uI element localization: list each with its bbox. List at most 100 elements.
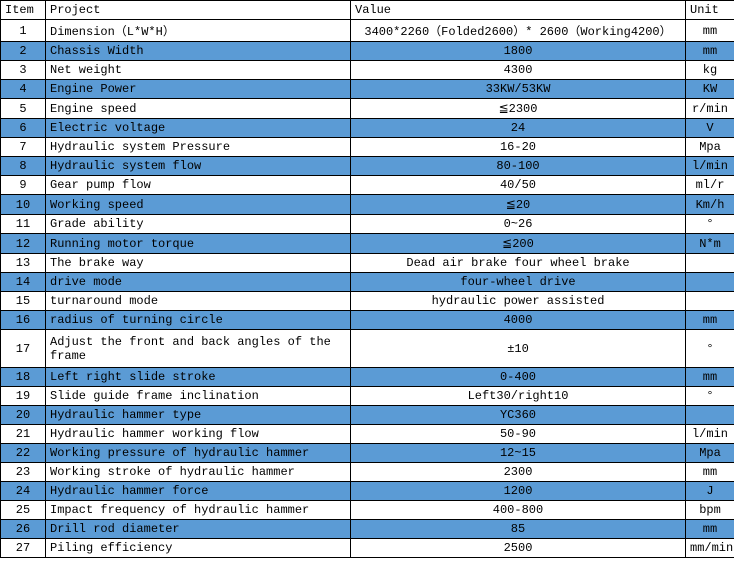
cell-value: 40/50	[351, 176, 686, 195]
cell-project: Drill rod diameter	[46, 520, 351, 539]
table-row: 14drive modefour-wheel drive	[1, 273, 734, 292]
cell-value: 16-20	[351, 138, 686, 157]
table-row: 17Adjust the front and back angles of th…	[1, 330, 734, 368]
cell-value: 2500	[351, 539, 686, 558]
cell-item: 22	[1, 444, 46, 463]
table-row: 4Engine Power33KW/53KWKW	[1, 80, 734, 99]
cell-item: 15	[1, 292, 46, 311]
cell-unit: kg	[686, 61, 734, 80]
cell-project: Slide guide frame inclination	[46, 387, 351, 406]
table-row: 10Working speed≦20Km/h	[1, 195, 734, 215]
cell-value: 33KW/53KW	[351, 80, 686, 99]
cell-unit	[686, 292, 734, 311]
table-row: 27Piling efficiency2500mm/min	[1, 539, 734, 558]
table-row: 26Drill rod diameter85mm	[1, 520, 734, 539]
table-row: 9Gear pump flow40/50ml/r	[1, 176, 734, 195]
cell-item: 1	[1, 20, 46, 42]
cell-item: 18	[1, 368, 46, 387]
table-row: 8Hydraulic system flow80-100l/min	[1, 157, 734, 176]
col-header-item: Item	[1, 1, 46, 20]
cell-unit: ml/r	[686, 176, 734, 195]
cell-project: The brake way	[46, 254, 351, 273]
cell-item: 7	[1, 138, 46, 157]
cell-value: ≦200	[351, 234, 686, 254]
cell-project: Adjust the front and back angles of the …	[46, 330, 351, 368]
cell-item: 2	[1, 42, 46, 61]
cell-project: Engine speed	[46, 99, 351, 119]
cell-value: 4000	[351, 311, 686, 330]
cell-unit: V	[686, 119, 734, 138]
table-row: 16radius of turning circle4000mm	[1, 311, 734, 330]
cell-unit: mm	[686, 463, 734, 482]
cell-unit	[686, 254, 734, 273]
cell-unit: N*m	[686, 234, 734, 254]
cell-project: Hydraulic system flow	[46, 157, 351, 176]
cell-unit: mm	[686, 368, 734, 387]
cell-project: Hydraulic hammer type	[46, 406, 351, 425]
cell-value: ≦2300	[351, 99, 686, 119]
cell-project: Net weight	[46, 61, 351, 80]
table-row: 19Slide guide frame inclinationLeft30/ri…	[1, 387, 734, 406]
table-row: 20Hydraulic hammer typeYC360	[1, 406, 734, 425]
cell-value: YC360	[351, 406, 686, 425]
cell-value: 24	[351, 119, 686, 138]
cell-unit	[686, 406, 734, 425]
cell-item: 27	[1, 539, 46, 558]
cell-project: turnaround mode	[46, 292, 351, 311]
spec-table: Item Project Value Unit 1Dimension（L*W*H…	[0, 0, 734, 558]
cell-project: Hydraulic hammer force	[46, 482, 351, 501]
cell-project: Piling efficiency	[46, 539, 351, 558]
table-row: 18Left right slide stroke0-400mm	[1, 368, 734, 387]
table-header-row: Item Project Value Unit	[1, 1, 734, 20]
cell-unit: mm	[686, 520, 734, 539]
cell-unit: r/min	[686, 99, 734, 119]
table-row: 6Electric voltage24V	[1, 119, 734, 138]
cell-unit: °	[686, 215, 734, 234]
cell-unit	[686, 273, 734, 292]
cell-item: 16	[1, 311, 46, 330]
cell-value: hydraulic power assisted	[351, 292, 686, 311]
table-row: 12Running motor torque≦200N*m	[1, 234, 734, 254]
cell-project: Running motor torque	[46, 234, 351, 254]
cell-item: 9	[1, 176, 46, 195]
cell-item: 25	[1, 501, 46, 520]
table-row: 24Hydraulic hammer force1200J	[1, 482, 734, 501]
cell-item: 4	[1, 80, 46, 99]
cell-value: 3400*2260（Folded2600）* 2600（Working4200）	[351, 20, 686, 42]
cell-project: Chassis Width	[46, 42, 351, 61]
cell-project: Impact frequency of hydraulic hammer	[46, 501, 351, 520]
cell-unit: bpm	[686, 501, 734, 520]
table-row: 2Chassis Width1800mm	[1, 42, 734, 61]
table-row: 21Hydraulic hammer working flow50-90l/mi…	[1, 425, 734, 444]
table-row: 7Hydraulic system Pressure16-20Mpa	[1, 138, 734, 157]
cell-value: ±10	[351, 330, 686, 368]
cell-unit: mm	[686, 42, 734, 61]
cell-project: Left right slide stroke	[46, 368, 351, 387]
cell-value: 0~26	[351, 215, 686, 234]
cell-item: 12	[1, 234, 46, 254]
cell-item: 26	[1, 520, 46, 539]
cell-value: 2300	[351, 463, 686, 482]
cell-project: Gear pump flow	[46, 176, 351, 195]
cell-project: Working pressure of hydraulic hammer	[46, 444, 351, 463]
cell-value: 1800	[351, 42, 686, 61]
cell-value: 80-100	[351, 157, 686, 176]
cell-item: 19	[1, 387, 46, 406]
cell-value: four-wheel drive	[351, 273, 686, 292]
cell-unit: mm	[686, 20, 734, 42]
col-header-unit: Unit	[686, 1, 734, 20]
col-header-project: Project	[46, 1, 351, 20]
cell-unit: °	[686, 330, 734, 368]
cell-project: Hydraulic hammer working flow	[46, 425, 351, 444]
cell-item: 13	[1, 254, 46, 273]
cell-unit: KW	[686, 80, 734, 99]
table-row: 22Working pressure of hydraulic hammer12…	[1, 444, 734, 463]
cell-project: Grade ability	[46, 215, 351, 234]
cell-project: Hydraulic system Pressure	[46, 138, 351, 157]
cell-item: 24	[1, 482, 46, 501]
table-row: 11Grade ability0~26°	[1, 215, 734, 234]
cell-item: 6	[1, 119, 46, 138]
cell-project: radius of turning circle	[46, 311, 351, 330]
cell-item: 14	[1, 273, 46, 292]
cell-unit: mm	[686, 311, 734, 330]
